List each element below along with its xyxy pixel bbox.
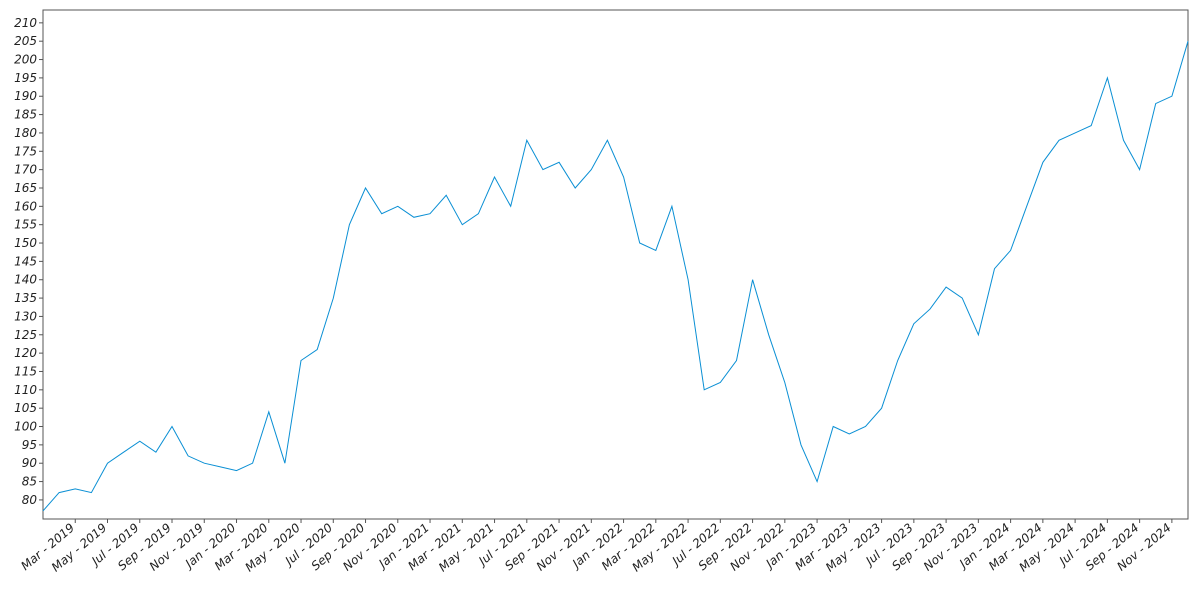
- y-tick-label: 190: [14, 89, 37, 103]
- y-tick-label: 205: [14, 34, 37, 48]
- y-tick-label: 90: [22, 456, 38, 470]
- plot-frame: [42, 9, 1189, 520]
- y-tick-label: 160: [14, 199, 37, 213]
- y-tick-label: 120: [14, 346, 37, 360]
- y-tick-label: 185: [14, 108, 37, 122]
- y-tick-label: 145: [14, 254, 37, 268]
- y-tick-label: 140: [14, 273, 37, 287]
- y-tick-label: 85: [22, 475, 37, 489]
- price-line: [42, 41, 1189, 512]
- y-tick-label: 200: [14, 53, 37, 67]
- y-tick-label: 80: [22, 493, 38, 507]
- y-tick-label: 195: [14, 71, 37, 85]
- y-tick-label: 210: [14, 16, 37, 30]
- y-tick-label: 150: [14, 236, 37, 250]
- y-tick-label: 155: [14, 218, 37, 232]
- y-tick-label: 175: [14, 144, 37, 158]
- y-tick-label: 180: [14, 126, 37, 140]
- y-tick-label: 95: [22, 438, 37, 452]
- y-tick-label: 115: [14, 364, 37, 378]
- y-tick-label: 130: [14, 309, 37, 323]
- y-tick-label: 125: [14, 328, 37, 342]
- y-tick-label: 170: [14, 163, 37, 177]
- y-tick-label: 105: [14, 401, 37, 415]
- y-tick-label: 100: [14, 420, 37, 434]
- y-tick-label: 135: [14, 291, 37, 305]
- y-tick-label: 165: [14, 181, 37, 195]
- y-tick-label: 110: [14, 383, 37, 397]
